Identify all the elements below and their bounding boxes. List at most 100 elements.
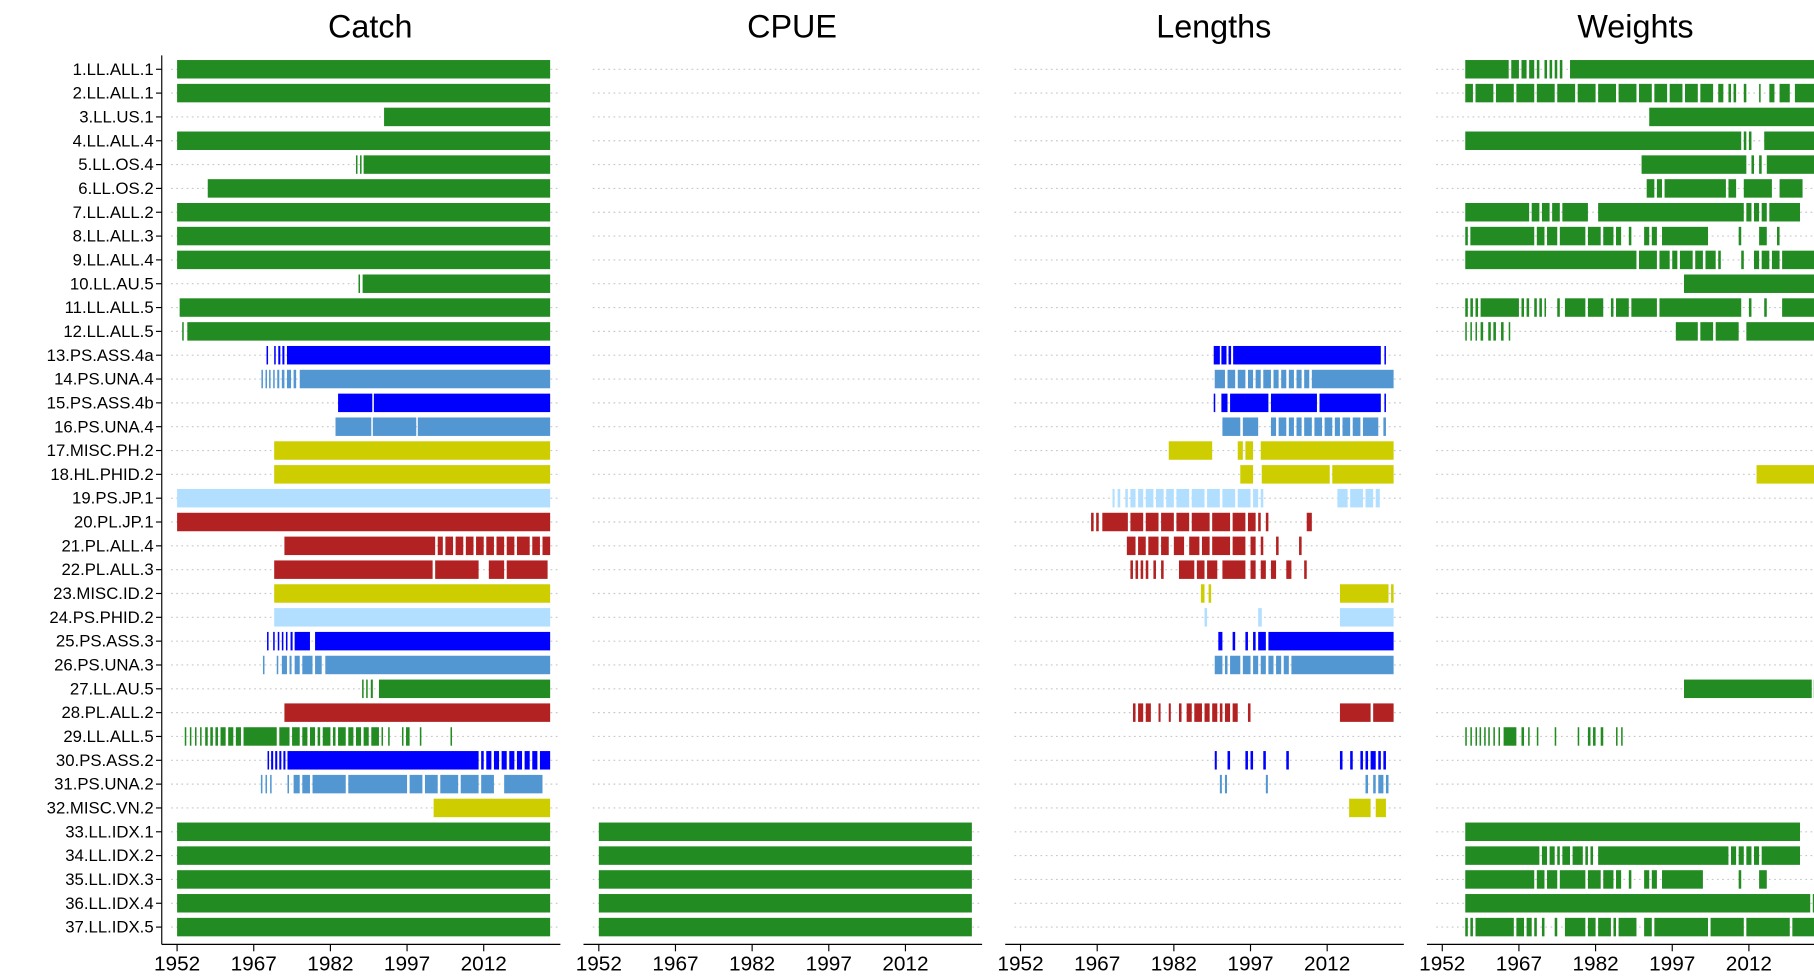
availability-bar	[1559, 226, 1586, 246]
availability-bar	[1534, 917, 1537, 937]
availability-bar	[1718, 250, 1721, 270]
panel-title: Weights	[1577, 8, 1693, 44]
availability-bar	[1270, 393, 1317, 413]
availability-bar	[1616, 727, 1618, 746]
category-label: 23.MISC.ID.2	[53, 584, 153, 603]
category-label: 35.LL.IDX.3	[65, 870, 153, 889]
availability-bar	[1585, 846, 1588, 865]
availability-bar	[1224, 655, 1228, 675]
availability-bar	[1754, 203, 1760, 222]
availability-bar	[1311, 369, 1394, 389]
availability-bar	[1631, 298, 1657, 317]
availability-bar	[598, 894, 972, 913]
availability-bar	[419, 727, 422, 746]
availability-bar	[417, 417, 551, 436]
availability-bar	[481, 774, 494, 794]
availability-bar	[1221, 345, 1227, 365]
availability-bar	[1232, 512, 1246, 532]
availability-bar	[501, 751, 507, 770]
availability-bar	[1465, 298, 1468, 317]
availability-bar	[1222, 560, 1246, 579]
availability-bar	[1214, 751, 1217, 770]
availability-bar	[1475, 83, 1494, 103]
category-label: 31.PS.UNA.2	[54, 775, 154, 794]
availability-bar	[1621, 727, 1623, 746]
availability-bar	[266, 345, 269, 365]
availability-bar	[1754, 846, 1760, 865]
availability-bar	[539, 751, 551, 770]
availability-bar	[1748, 298, 1752, 317]
availability-bar	[1536, 727, 1539, 746]
availability-bar	[1557, 83, 1576, 103]
availability-bar	[1526, 298, 1530, 317]
availability-bar	[1683, 679, 1812, 699]
availability-bar	[1373, 703, 1394, 722]
availability-bar	[509, 751, 515, 770]
availability-bar	[1132, 703, 1136, 722]
availability-bar	[1475, 322, 1478, 341]
availability-bar	[1227, 369, 1236, 389]
availability-bar	[1276, 655, 1282, 675]
availability-bar	[1158, 703, 1161, 722]
availability-bar	[1224, 703, 1231, 722]
availability-bar	[1662, 870, 1703, 889]
panel-title: Lengths	[1156, 8, 1271, 44]
availability-bar	[1213, 345, 1220, 365]
availability-bar	[1746, 917, 1790, 937]
availability-bar	[1245, 631, 1248, 651]
availability-bar	[1593, 727, 1596, 746]
availability-bar	[235, 727, 241, 746]
availability-bar	[1475, 917, 1514, 937]
panel-title: Catch	[328, 8, 412, 44]
availability-bar	[1539, 298, 1542, 317]
availability-bar	[1237, 441, 1243, 460]
availability-bar	[371, 727, 379, 746]
availability-bar	[1260, 560, 1266, 579]
availability-bar	[1705, 250, 1716, 270]
availability-bar	[1651, 226, 1657, 246]
availability-bar	[372, 417, 417, 436]
availability-bar	[177, 60, 551, 79]
availability-bar	[1260, 488, 1264, 508]
availability-bar	[281, 655, 287, 675]
availability-bar	[465, 536, 474, 556]
availability-bar	[267, 631, 269, 651]
x-tick-label: 2012	[1726, 953, 1772, 976]
x-tick-label: 1997	[1227, 953, 1273, 976]
availability-bar	[274, 465, 551, 484]
availability-bar	[284, 703, 551, 722]
category-label: 17.MISC.PH.2	[47, 441, 154, 460]
category-label: 4.LL.ALL.4	[73, 131, 154, 150]
availability-bar	[1263, 751, 1266, 770]
availability-bar	[1628, 870, 1632, 889]
availability-bar	[1178, 560, 1195, 579]
availability-bar	[1521, 727, 1525, 746]
availability-bar	[1352, 417, 1361, 436]
availability-bar	[516, 536, 530, 556]
availability-bar	[177, 917, 551, 937]
availability-bar	[1342, 417, 1351, 436]
category-label: 27.LL.AU.5	[70, 679, 154, 698]
category-label: 24.PS.PHID.2	[49, 608, 153, 627]
availability-bar	[1554, 917, 1558, 937]
availability-bar	[1480, 298, 1519, 317]
availability-bar	[486, 536, 494, 556]
availability-bar	[262, 655, 265, 675]
availability-bar	[1319, 393, 1381, 413]
availability-bar	[1618, 917, 1637, 937]
availability-bar	[1214, 369, 1225, 389]
availability-bar	[1253, 655, 1259, 675]
availability-bar	[302, 774, 310, 794]
availability-bar	[1232, 631, 1236, 651]
availability-bar	[409, 774, 423, 794]
availability-bar	[1536, 60, 1540, 79]
availability-bar	[1242, 655, 1251, 675]
x-tick-label: 1967	[1074, 953, 1120, 976]
availability-bar	[455, 536, 464, 556]
availability-bar	[220, 727, 226, 746]
availability-bar	[1570, 60, 1814, 79]
availability-bar	[1222, 417, 1241, 436]
availability-bar	[315, 631, 551, 651]
availability-bar	[445, 536, 454, 556]
availability-bar	[299, 369, 551, 389]
